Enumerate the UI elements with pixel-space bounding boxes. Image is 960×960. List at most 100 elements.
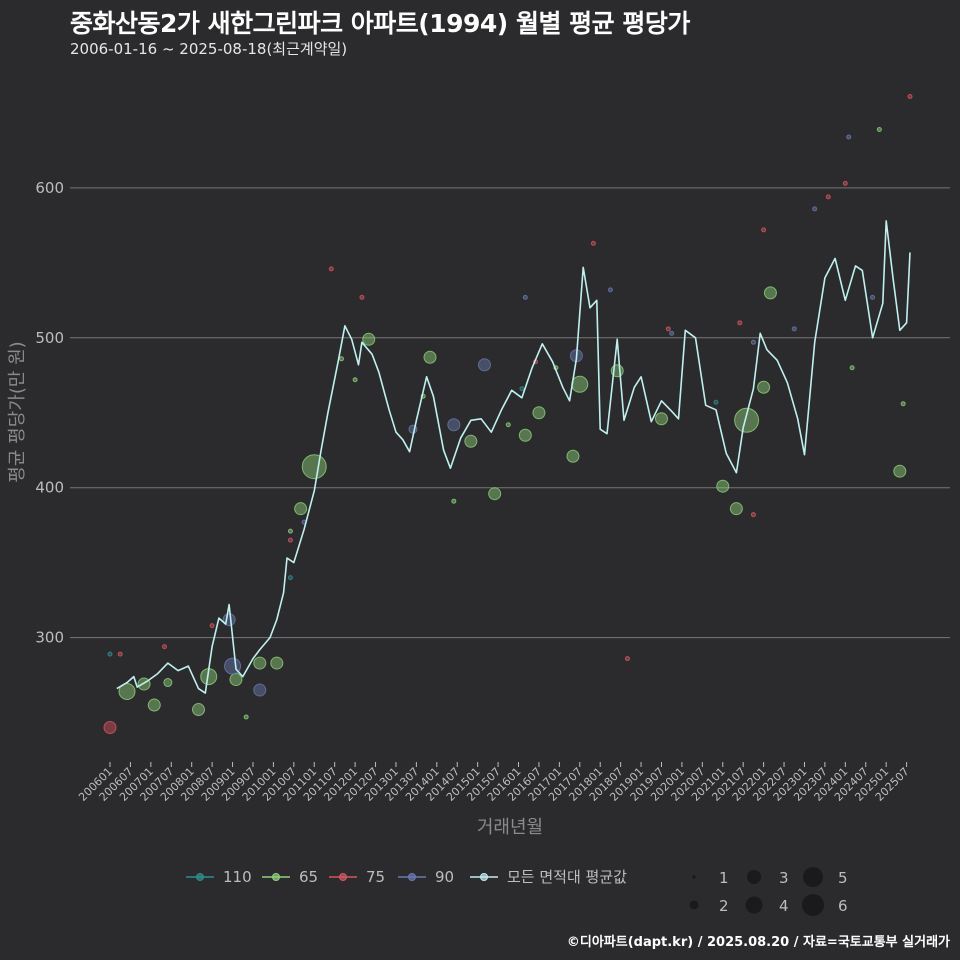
- legend-label: 모든 면적대 평균값: [507, 868, 627, 886]
- legend-key-dot: [408, 873, 416, 881]
- scatter-point-65: [505, 422, 511, 428]
- average-line: [116, 220, 911, 694]
- legend-size-dot: [692, 875, 696, 879]
- scatter-point-90: [447, 418, 461, 432]
- legend-key-dot: [480, 873, 488, 881]
- y-tick-label: 500: [35, 329, 64, 347]
- scatter-point-65: [734, 407, 760, 433]
- scatter-point-90: [750, 339, 756, 345]
- scatter-point-110: [287, 575, 293, 581]
- scatter-point-65: [566, 449, 580, 463]
- scatter-point-75: [665, 326, 671, 332]
- scatter-point-75: [737, 320, 743, 326]
- y-tick-label: 600: [35, 179, 64, 197]
- y-tick-label: 400: [35, 479, 64, 497]
- legend-key-dot: [272, 873, 280, 881]
- y-tick-label: 300: [35, 629, 64, 647]
- scatter-point-65: [294, 502, 308, 516]
- scatter-point-65: [518, 428, 532, 442]
- scatter-point-65: [729, 502, 743, 516]
- scatter-point-75: [750, 512, 756, 518]
- scatter-point-65: [338, 356, 344, 362]
- scatter-point-75: [209, 623, 215, 629]
- scatter-point-75: [103, 721, 117, 735]
- scatter-point-90: [812, 206, 818, 212]
- scatter-point-75: [907, 93, 913, 99]
- legend-size-label: 2: [719, 897, 729, 915]
- legend-label: 65: [299, 868, 318, 886]
- scatter-point-65: [532, 406, 546, 420]
- scatter-point-65: [900, 401, 906, 407]
- legend-size-label: 3: [779, 869, 789, 887]
- scatter-point-65: [451, 498, 457, 504]
- legend-label: 110: [223, 868, 252, 886]
- scatter-point-65: [757, 380, 771, 394]
- average-line-layer: [116, 220, 911, 694]
- scatter-point-65: [464, 434, 478, 448]
- grid-lines: [70, 187, 950, 639]
- chart-title: 중화산동2가 새한그린파크 아파트(1994) 월별 평균 평당가: [70, 9, 690, 38]
- legend-size-dot: [802, 894, 824, 916]
- scatter-point-65: [229, 673, 243, 687]
- legend-size-label: 4: [779, 897, 789, 915]
- source-caption: ©디아파트(dapt.kr) / 2025.08.20 / 자료=국토교통부 실…: [566, 935, 950, 950]
- scatter-point-65: [301, 454, 327, 480]
- scatter-point-65: [243, 714, 249, 720]
- scatter-point-65: [876, 126, 882, 132]
- scatter-point-65: [571, 375, 589, 393]
- scatter-point-65: [163, 678, 173, 688]
- scatter-point-90: [477, 358, 491, 372]
- legend-size-label: 1: [719, 869, 729, 887]
- scatter-point-65: [763, 286, 777, 300]
- scatter-point-65: [270, 656, 284, 670]
- y-axis-ticks: 300 400 500 600: [35, 179, 64, 647]
- scatter-point-65: [362, 332, 376, 346]
- scatter-point-90: [522, 294, 528, 300]
- scatter-point-75: [161, 644, 167, 650]
- scatter-point-90: [846, 134, 852, 140]
- scatter-point-75: [761, 227, 767, 233]
- scatter-point-75: [287, 537, 293, 543]
- legend-label: 90: [435, 868, 454, 886]
- legend-size-dot: [747, 870, 761, 884]
- x-axis-ticks: 2006012006072007012007072008012008072009…: [76, 762, 912, 804]
- scatter-point-90: [253, 683, 267, 697]
- scatter-point-90: [791, 326, 797, 332]
- scatter-point-110: [107, 651, 113, 657]
- scatter-point-65: [253, 656, 267, 670]
- chart-subtitle: 2006-01-16 ~ 2025-08-18(최근계약일): [70, 40, 348, 58]
- scatter-point-90: [669, 330, 675, 336]
- scatter-point-75: [842, 180, 848, 186]
- scatter-point-65: [118, 683, 136, 701]
- scatter-point-65: [716, 479, 730, 493]
- x-axis-title: 거래년월: [477, 817, 543, 838]
- legend-size-dot: [745, 896, 763, 914]
- legend-size-label: 6: [838, 897, 848, 915]
- scatter-point-65: [287, 528, 293, 534]
- y-axis-title: 평균 평당가(만 원): [7, 341, 28, 482]
- scatter-point-90: [870, 294, 876, 300]
- scatter-point-65: [352, 377, 358, 383]
- scatter-point-75: [359, 294, 365, 300]
- scatter-point-65: [147, 698, 161, 712]
- scatter-point-65: [893, 464, 907, 478]
- scatter-point-110: [519, 386, 525, 392]
- legend-key-dot: [339, 873, 347, 881]
- scatter-point-65: [849, 365, 855, 371]
- scatter-point-75: [590, 240, 596, 246]
- legend-size-dot: [803, 867, 823, 887]
- scatter-point-75: [624, 656, 630, 662]
- legend-key-dot: [196, 873, 204, 881]
- scatter-point-65: [423, 350, 437, 364]
- scatter-point-110: [713, 399, 719, 405]
- scatter-point-75: [117, 651, 123, 657]
- scatter-point-65: [654, 412, 668, 426]
- scatter-point-75: [328, 266, 334, 272]
- legend: 110 65 75 90 모든 면적대 평균값 1 2 3 4 5 6: [186, 867, 848, 916]
- scatter-point-90: [607, 287, 613, 293]
- scatter-point-75: [825, 194, 831, 200]
- scatter-point-65: [192, 703, 206, 717]
- scatter-point-65: [488, 487, 502, 501]
- legend-size-dot: [689, 900, 699, 910]
